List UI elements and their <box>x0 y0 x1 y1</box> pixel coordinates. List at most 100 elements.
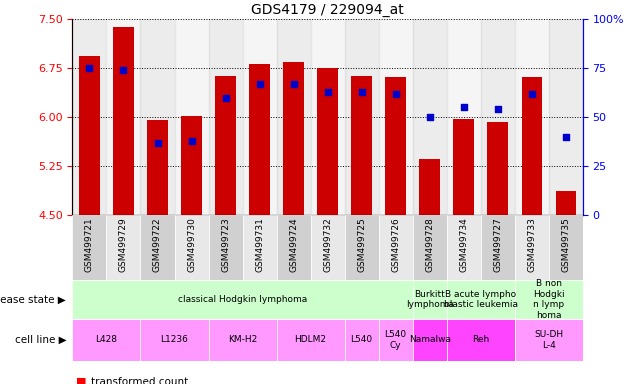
Point <box>391 91 401 97</box>
Text: GSM499732: GSM499732 <box>323 217 332 272</box>
Bar <box>481 19 515 215</box>
Text: GSM499735: GSM499735 <box>561 217 570 272</box>
Bar <box>515 319 583 361</box>
Bar <box>413 280 447 319</box>
Point <box>357 89 367 95</box>
Bar <box>140 319 209 361</box>
Bar <box>379 215 413 280</box>
Point <box>118 67 129 73</box>
Text: L1236: L1236 <box>161 335 188 344</box>
Bar <box>515 19 549 215</box>
Point <box>323 89 333 95</box>
Bar <box>147 121 168 215</box>
Text: L540
Cy: L540 Cy <box>384 330 407 349</box>
Bar <box>106 215 140 280</box>
Text: GSM499723: GSM499723 <box>221 217 230 272</box>
Bar <box>379 19 413 215</box>
Bar <box>311 19 345 215</box>
Bar <box>420 159 440 215</box>
Text: disease state ▶: disease state ▶ <box>0 295 66 305</box>
Text: cell line ▶: cell line ▶ <box>14 335 66 345</box>
Bar <box>522 77 542 215</box>
Bar <box>140 19 175 215</box>
Bar <box>175 19 209 215</box>
Point <box>186 137 197 144</box>
Bar <box>386 77 406 215</box>
Text: KM-H2: KM-H2 <box>228 335 257 344</box>
Bar <box>379 319 413 361</box>
Text: GSM499733: GSM499733 <box>527 217 536 272</box>
Text: GSM499722: GSM499722 <box>153 217 162 271</box>
Bar <box>318 68 338 215</box>
Bar <box>175 215 209 280</box>
Bar <box>311 215 345 280</box>
Text: GSM499728: GSM499728 <box>425 217 434 272</box>
Bar <box>284 62 304 215</box>
Point <box>493 106 503 113</box>
Bar <box>488 122 508 215</box>
Text: Namalwa: Namalwa <box>409 335 450 344</box>
Bar <box>215 76 236 215</box>
Bar <box>413 19 447 215</box>
Bar <box>243 215 277 280</box>
Bar <box>345 19 379 215</box>
Bar <box>345 319 379 361</box>
Bar <box>481 215 515 280</box>
Bar <box>413 215 447 280</box>
Bar <box>352 76 372 215</box>
Bar <box>72 280 413 319</box>
Text: GSM499727: GSM499727 <box>493 217 502 272</box>
Text: HDLM2: HDLM2 <box>295 335 326 344</box>
Bar <box>106 19 140 215</box>
Bar <box>113 27 134 215</box>
Bar <box>249 64 270 215</box>
Text: GSM499731: GSM499731 <box>255 217 264 272</box>
Bar <box>454 119 474 215</box>
Point <box>255 81 265 87</box>
Point <box>84 65 94 71</box>
Point <box>220 94 231 101</box>
Bar <box>277 19 311 215</box>
Bar <box>515 280 583 319</box>
Bar <box>209 319 277 361</box>
Bar <box>209 19 243 215</box>
Text: B acute lympho
blastic leukemia: B acute lympho blastic leukemia <box>444 290 518 309</box>
Bar <box>345 215 379 280</box>
Text: GSM499730: GSM499730 <box>187 217 196 272</box>
Text: L428: L428 <box>96 335 117 344</box>
Text: classical Hodgkin lymphoma: classical Hodgkin lymphoma <box>178 295 307 304</box>
Text: L540: L540 <box>350 335 373 344</box>
Bar <box>447 280 515 319</box>
Text: GSM499725: GSM499725 <box>357 217 366 272</box>
Text: GSM499726: GSM499726 <box>391 217 400 272</box>
Bar <box>549 19 583 215</box>
Text: GSM499734: GSM499734 <box>459 217 468 272</box>
Bar <box>447 319 515 361</box>
Bar <box>243 19 277 215</box>
Text: ■: ■ <box>76 377 86 384</box>
Text: Burkitt
lymphoma: Burkitt lymphoma <box>406 290 454 309</box>
Text: transformed count: transformed count <box>91 377 188 384</box>
Text: SU-DH
L-4: SU-DH L-4 <box>534 330 563 349</box>
Bar <box>72 215 106 280</box>
Point <box>289 81 299 87</box>
Bar <box>72 319 140 361</box>
Bar <box>549 215 583 280</box>
Bar <box>447 215 481 280</box>
Bar <box>277 319 345 361</box>
Bar <box>556 191 576 215</box>
Bar <box>72 19 106 215</box>
Bar <box>209 215 243 280</box>
Bar <box>515 215 549 280</box>
Text: GSM499721: GSM499721 <box>85 217 94 272</box>
Point <box>425 114 435 120</box>
Bar <box>277 215 311 280</box>
Bar <box>140 215 175 280</box>
Text: GSM499729: GSM499729 <box>119 217 128 272</box>
Bar <box>413 319 447 361</box>
Title: GDS4179 / 229094_at: GDS4179 / 229094_at <box>251 3 404 17</box>
Bar <box>447 19 481 215</box>
Text: B non
Hodgki
n lymp
homa: B non Hodgki n lymp homa <box>533 280 564 319</box>
Text: Reh: Reh <box>472 335 490 344</box>
Bar <box>79 56 100 215</box>
